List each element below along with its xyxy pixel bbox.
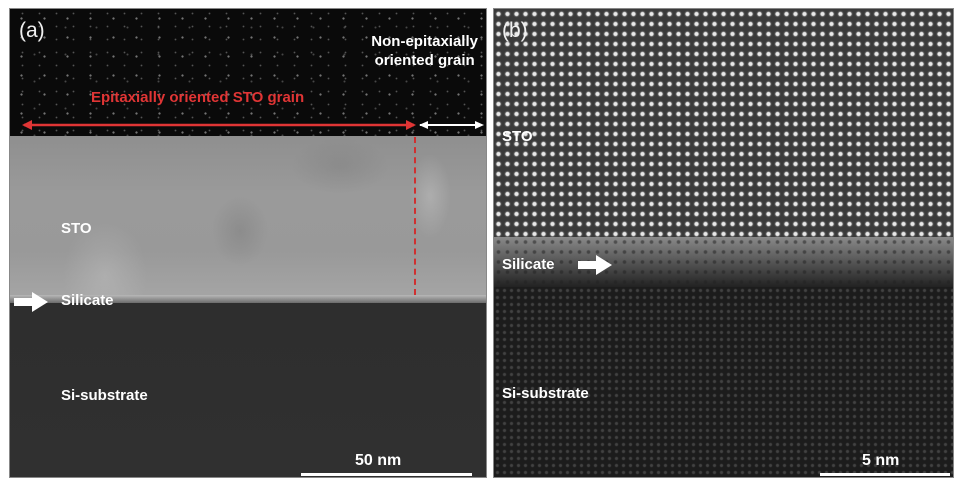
panel-a-micrograph: (a) Non-epitaxially oriented grain Epita… (9, 8, 487, 478)
substrate-label-b: Si-substrate (502, 385, 589, 402)
sto-layer (10, 136, 486, 301)
panel-a-label: (a) (19, 19, 45, 42)
epitaxial-grain-arrow (22, 120, 416, 130)
non-epitaxial-grain-label: Non-epitaxially oriented grain (371, 32, 478, 70)
sto-label-a: STO (61, 220, 92, 237)
si-substrate-lattice (494, 287, 953, 477)
silicate-layer (10, 295, 486, 303)
silicate-arrow-icon (14, 292, 48, 312)
silicate-interface (494, 237, 953, 287)
silicate-label-b: Silicate (502, 256, 555, 273)
grain-region (10, 9, 486, 136)
epitaxial-grain-label: Epitaxially oriented STO grain (91, 89, 305, 106)
panel-b-micrograph: (b) STO Silicate Si-substrate 5 nm (493, 8, 954, 478)
scale-bar-label-a: 50 nm (355, 452, 402, 469)
non-epitaxial-label-line2: oriented grain (374, 52, 475, 69)
si-substrate-layer (10, 303, 486, 477)
grain-width-arrows (22, 120, 484, 130)
silicate-label-a: Silicate (61, 292, 114, 309)
panel-b-label: (b) (502, 19, 528, 42)
silicate-arrow-icon-b (578, 255, 612, 275)
non-epitaxial-label-line1: Non-epitaxially (371, 33, 478, 50)
substrate-label-a: Si-substrate (61, 387, 148, 404)
scale-bar-label-b: 5 nm (862, 452, 900, 469)
scale-bar-a (301, 473, 472, 476)
scale-bar-b (820, 473, 950, 476)
sto-label-b: STO (502, 128, 533, 145)
grain-boundary-dashed-line (414, 137, 416, 295)
sto-lattice (494, 9, 953, 237)
non-epitaxial-grain-arrow (419, 121, 484, 129)
